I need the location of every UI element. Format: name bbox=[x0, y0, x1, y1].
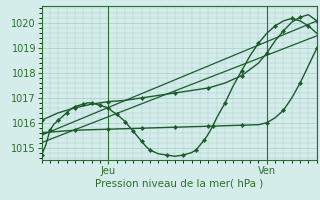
X-axis label: Pression niveau de la mer( hPa ): Pression niveau de la mer( hPa ) bbox=[95, 178, 263, 188]
